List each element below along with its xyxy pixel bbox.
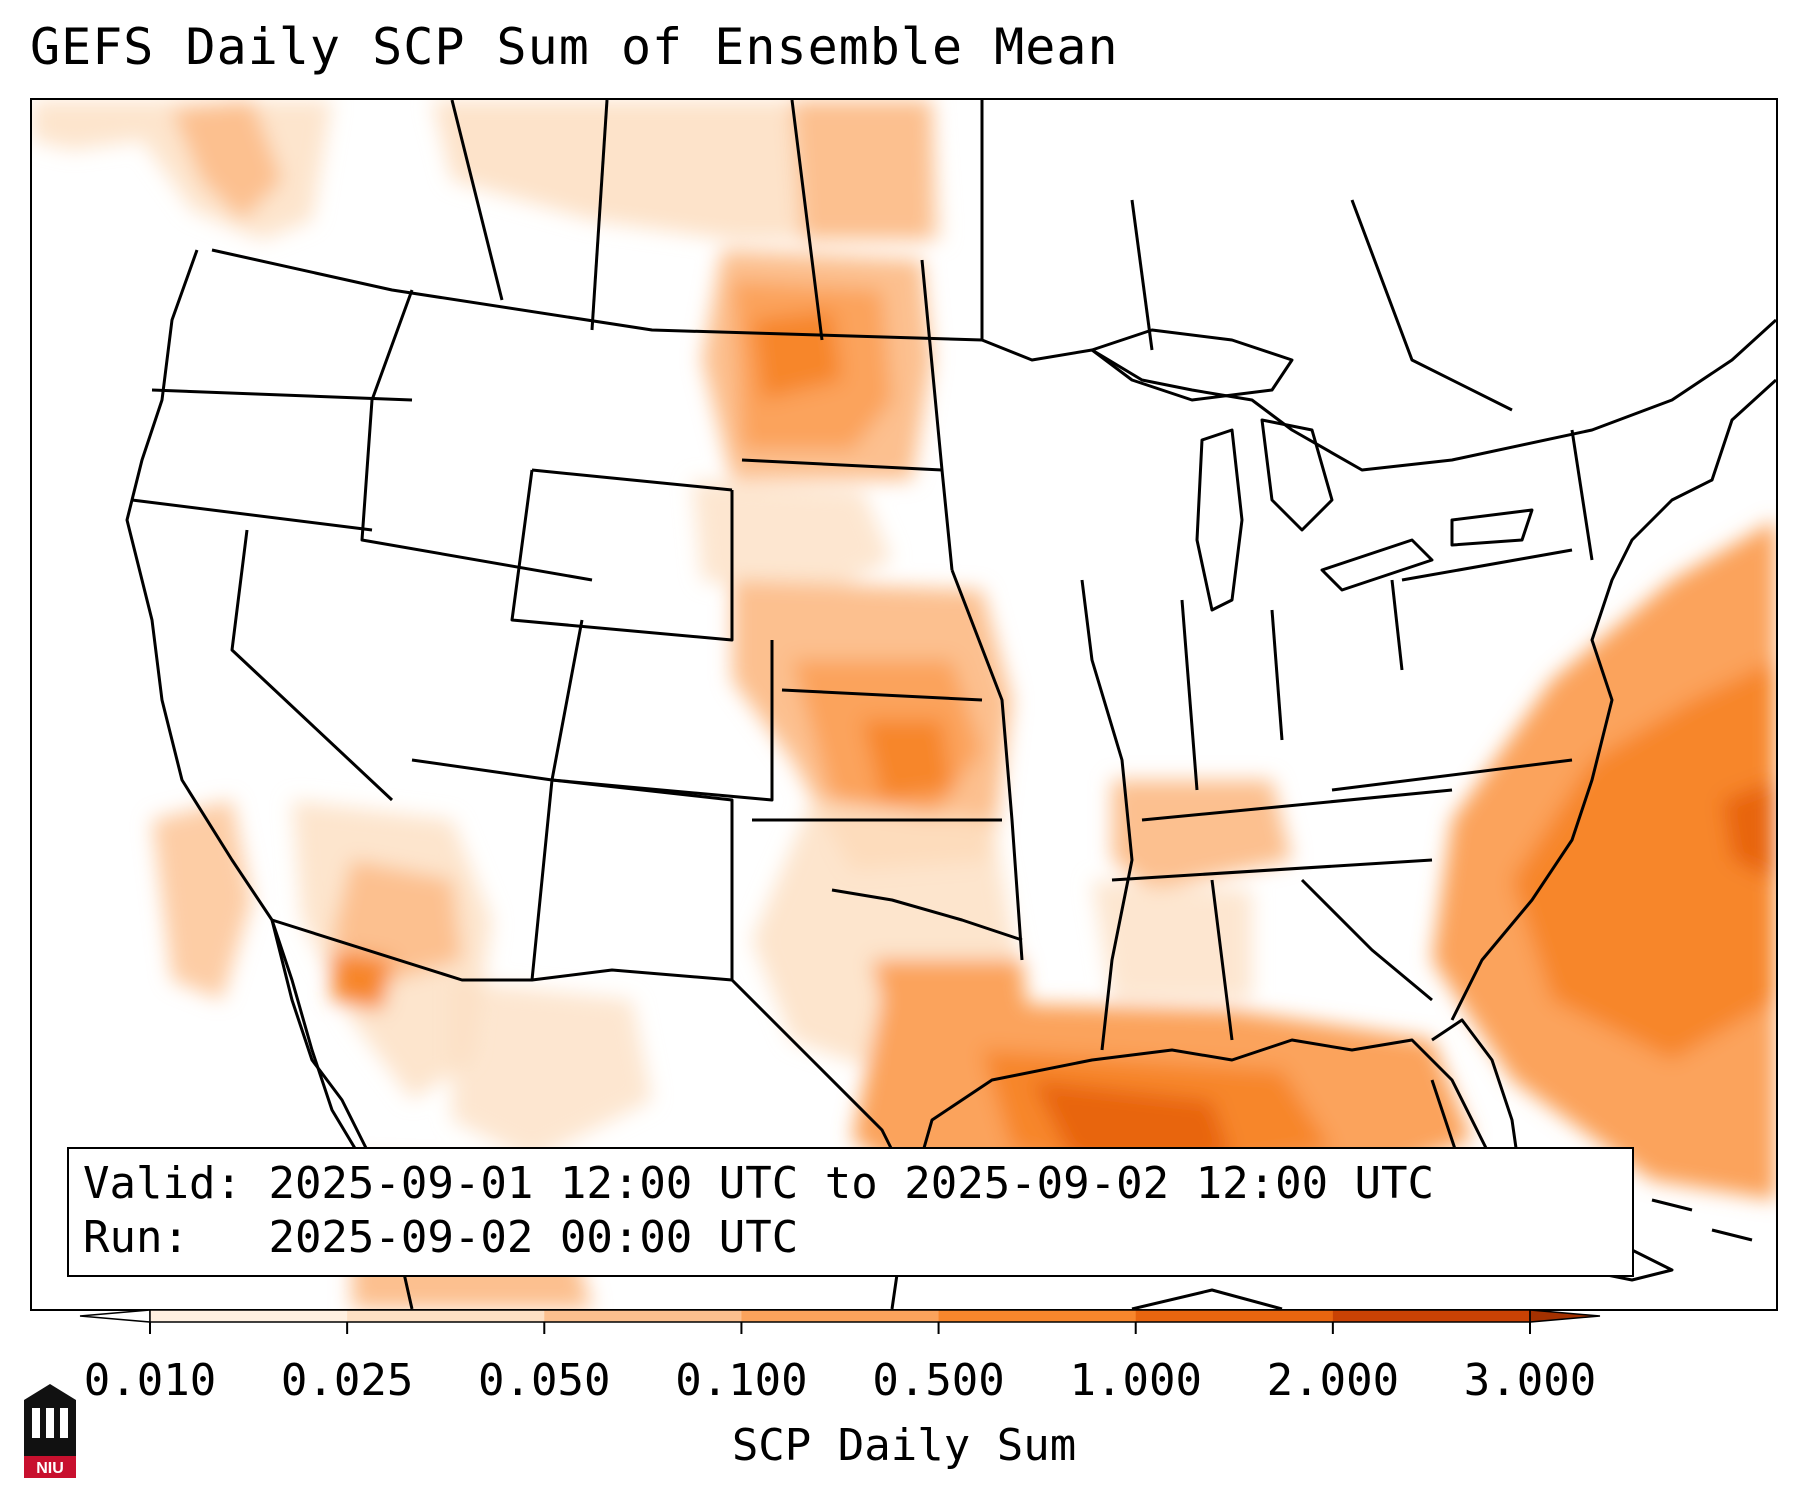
field-mississippi [1092,880,1252,1000]
tower-window-left [32,1408,40,1438]
ne-ks-line [781,688,983,702]
ok-tx-red-river [831,888,1023,942]
or-ca-line [131,498,373,532]
bc-line [450,100,504,301]
logo-banner [24,1456,76,1478]
colorbar-segment [1332,1310,1531,1322]
tn-al-ms-line [1111,858,1433,882]
great-lakes-huron [1260,418,1334,532]
field-gulf-peak [1032,1080,1232,1160]
id-line [360,289,593,582]
colorbar-segment [1135,1310,1334,1322]
colorbar-tick-label: 3.000 [1463,1355,1597,1406]
in-oh-line [1270,609,1284,741]
run-value: 2025-09-02 00:00 UTC [268,1212,799,1263]
tower-roof [24,1384,76,1400]
il-in-line [1180,599,1199,791]
wa-or-line [151,388,413,402]
alberta-line [590,100,609,331]
logo-text: NIU [36,1460,64,1477]
colorbar-under-extension [79,1309,151,1323]
field-mexico-nw [452,980,652,1160]
colorbar-label: SCP Daily Sum [731,1420,1077,1471]
field-nebraska [692,480,892,600]
field-atlantic-core [1512,660,1776,1060]
university-tower-logo: NIU [24,1384,76,1478]
tower-window-right [60,1408,68,1438]
colorbar-segment [938,1310,1137,1322]
field-tennessee [1112,780,1292,890]
colorbar-tick-label: 0.500 [872,1355,1005,1406]
pacific-coastline [125,249,414,1309]
colorbar [79,1309,1601,1334]
us-mexico-border [271,918,914,1191]
field-gulf-calif [332,950,392,1010]
run-label: Run: [83,1212,189,1263]
field-bc-coast [172,100,282,220]
colorbar-tick-label: 0.010 [83,1355,217,1406]
saskatchewan-line [790,100,824,341]
pa-ny-line [1401,548,1573,582]
colorbar-segment [150,1310,348,1322]
colorbar-over-extension [1529,1309,1601,1323]
colorbar-tick-label: 0.050 [478,1355,611,1406]
ontario-line [1130,199,1154,351]
great-lakes-superior [1090,328,1294,402]
canada-quebec [1350,199,1513,412]
mississippi-river [1080,579,1134,1051]
nv-line [230,529,394,802]
colorbar-frame [149,1309,1531,1323]
valid-value: 2025-09-01 12:00 UTC to 2025-09-02 12:00… [268,1158,1435,1209]
dakotas-east [920,259,954,571]
colorbar-segment [347,1310,545,1322]
great-lakes-erie [1320,538,1434,592]
ga-sc-line [1300,878,1433,1002]
ut-co-line [550,619,774,802]
colorbar-segment [544,1310,742,1322]
oh-pa-line [1390,579,1404,671]
valid-run-info-box: Valid: 2025-09-01 12:00 UTC to 2025-09-0… [67,1147,1634,1277]
field-atlantic-edge [1722,780,1776,880]
field-pacific-baja [152,800,252,1000]
colorbar-tick-label: 0.100 [675,1355,808,1406]
tower-window-center [46,1408,54,1438]
wy-box [510,469,734,642]
new-england-line [1570,429,1594,561]
canada-us-border [211,248,1776,472]
map-canvas [32,100,1776,1309]
atlantic-coast [1450,378,1776,1021]
al-ga-line [1210,879,1234,1041]
valid-label: Valid: [83,1158,242,1209]
nd-sd-line [741,458,943,472]
great-lakes-michigan [1195,428,1244,612]
colorbar-tick-label: 2.000 [1266,1355,1400,1406]
gulf-coast [910,1038,1514,1211]
ky-tn-line [1141,788,1453,822]
map-title: GEFS Daily SCP Sum of Ensemble Mean [30,18,1119,76]
map-panel [30,98,1778,1311]
plains-east-edge [950,569,1024,961]
colorbar-tick-label: 0.025 [280,1355,414,1406]
colorbar-tick-label: 1.000 [1069,1355,1202,1406]
colorbar-segment [741,1310,940,1322]
mt-wy-line [531,468,733,492]
field-saskatchewan [792,100,932,240]
va-nc-line [1331,758,1573,792]
great-lakes-ontario [1450,508,1534,547]
field-oklahoma-peak [862,720,952,800]
yucatan-coast [1131,1288,1283,1309]
nm-tx-line [551,778,734,980]
